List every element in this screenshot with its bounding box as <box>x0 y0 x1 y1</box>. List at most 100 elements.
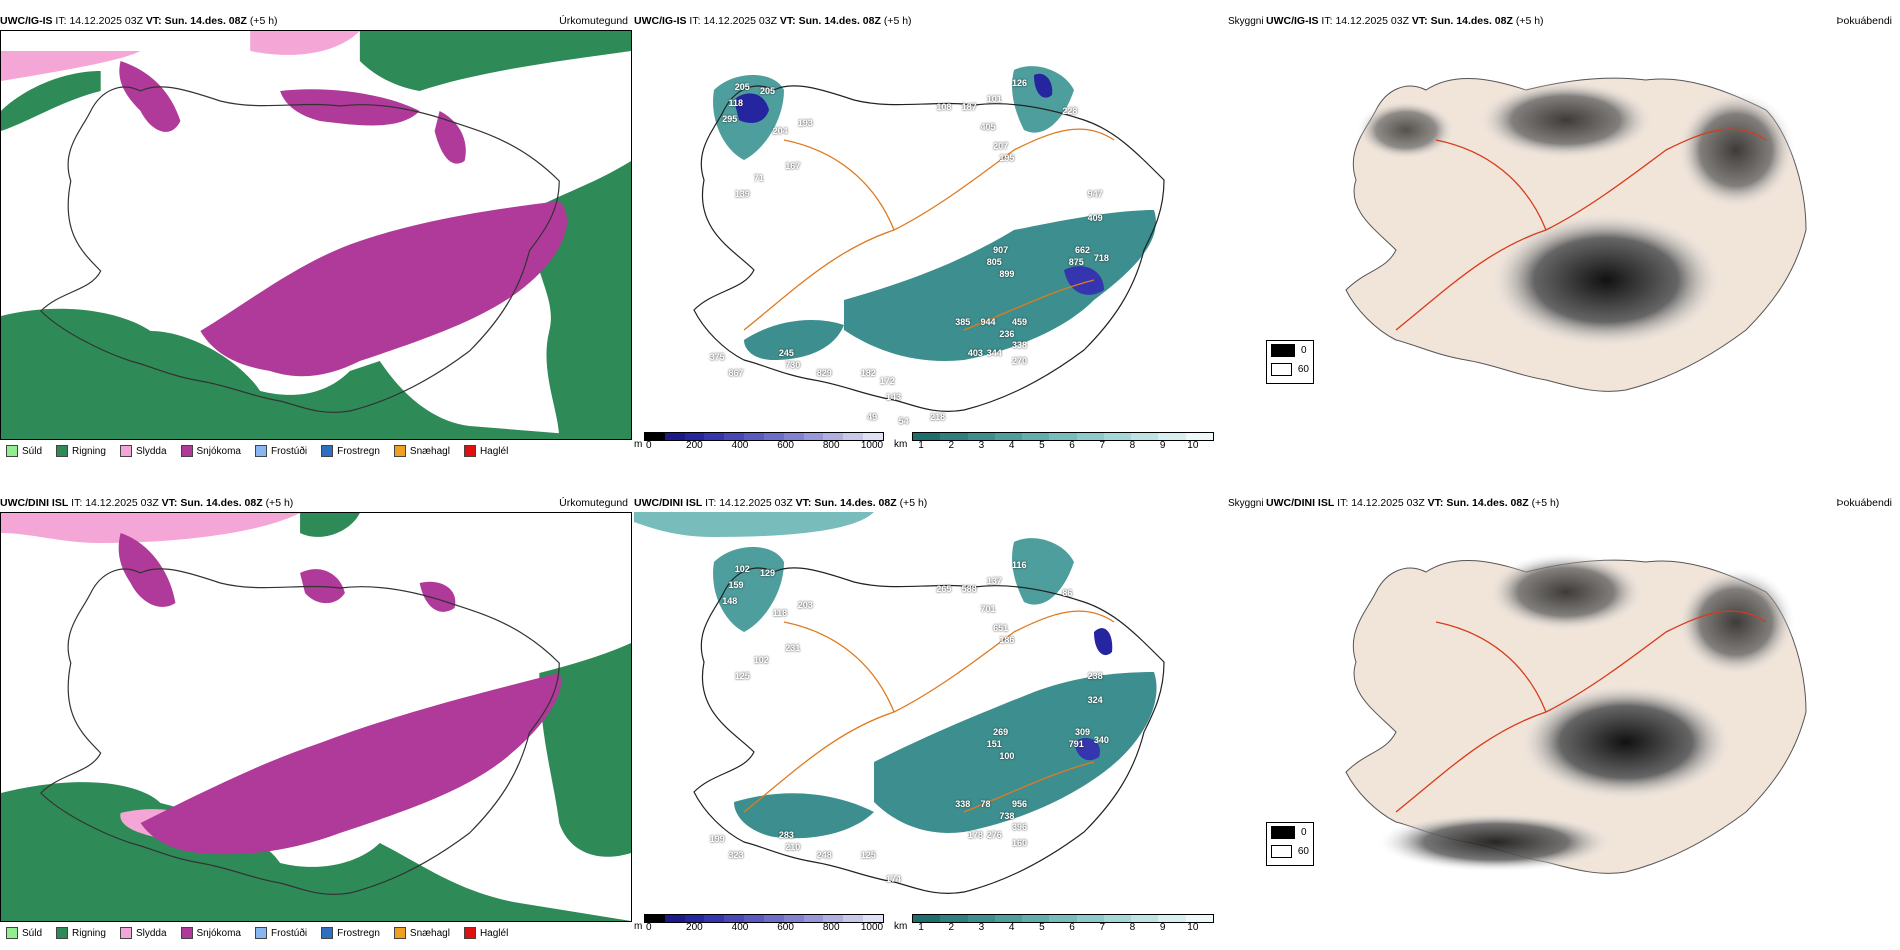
vt-label: VT: <box>779 15 796 27</box>
ceiling-value-label: 137 <box>986 575 1002 586</box>
ceiling-value-label: 174 <box>886 874 902 885</box>
it-label: IT: <box>1321 15 1333 27</box>
precip-map <box>0 30 632 440</box>
legend-item: Frostúði <box>254 445 307 457</box>
snow-patch-ne <box>434 111 466 164</box>
vt-label: VT: <box>1411 15 1428 27</box>
panel-title: UWC/DINI ISL IT: 14.12.2025 03Z VT: Sun.… <box>634 496 1264 510</box>
fog-legend-black-swatch <box>1271 344 1295 357</box>
vt-value: Sun. 14.des. 08Z <box>798 15 881 27</box>
visibility-area <box>844 210 1156 361</box>
ceiling-value-label: 205 <box>760 85 776 96</box>
ceiling-value-label: 54 <box>898 416 909 427</box>
iceland-outline <box>693 85 1165 412</box>
road-network <box>1395 610 1767 813</box>
fog-legend-white-swatch <box>1271 363 1292 376</box>
ceiling-value-label: 129 <box>760 567 776 578</box>
model-name: UWC/DINI ISL <box>0 497 69 509</box>
ceiling-value-label: 143 <box>886 392 902 403</box>
field-title: Þokuábendi <box>1836 497 1892 509</box>
field-title: Úrkomutegund <box>559 15 628 27</box>
ceiling-value-label: 956 <box>1012 798 1028 809</box>
visibility-area-top <box>634 512 874 537</box>
sleet-area-top <box>250 31 360 55</box>
fog-dark-area <box>1376 812 1616 872</box>
legend-item: Snæhagl <box>393 927 450 939</box>
model-name: UWC/IG-IS <box>0 15 53 27</box>
ceiling-value-label: 270 <box>1012 356 1028 367</box>
ceiling-value-label: 199 <box>709 834 725 845</box>
legend-swatch <box>254 927 267 939</box>
visibility-unit: km <box>894 439 908 450</box>
it-value: 14.12.2025 03Z <box>703 15 777 27</box>
ceiling-value-label: 186 <box>999 635 1015 646</box>
it-value: 14.12.2025 03Z <box>1351 497 1425 509</box>
ceiling-value-label: 459 <box>1012 316 1028 327</box>
field-title: Skyggni <box>1228 16 1264 27</box>
snow-patch-nw <box>119 61 181 132</box>
ceiling-value-label: 324 <box>1087 695 1103 706</box>
legend-swatch <box>463 927 476 939</box>
it-value: 14.12.2025 03Z <box>719 497 793 509</box>
legend-item: Slydda <box>119 445 167 457</box>
ceiling-value-label: 125 <box>860 850 876 861</box>
legend-item: Frostregn <box>321 445 380 457</box>
cloud-map <box>634 30 1264 428</box>
vt-label: VT: <box>795 497 812 509</box>
vt-value: Sun. 14.des. 08Z <box>1430 15 1513 27</box>
it-label: IT: <box>689 15 701 27</box>
field-title: Þokuábendi <box>1836 15 1892 27</box>
ceiling-value-label: 167 <box>785 161 801 172</box>
visibility-unit: km <box>894 921 908 932</box>
fog-dark-area <box>1516 682 1736 802</box>
ceiling-value-label: 791 <box>1068 738 1084 749</box>
legend-swatch <box>56 927 69 939</box>
sleet-area-n <box>1 513 301 543</box>
ceiling-value-label: 228 <box>1062 105 1078 116</box>
ceiling-value-labels: 205 118 205 193 204 295 167 71 139 101 126 228 108 18… <box>634 30 1264 428</box>
visibility-colorbar-bar <box>912 432 1214 441</box>
ceiling-value-label: 116 <box>1012 559 1027 570</box>
road-network <box>1395 128 1767 331</box>
it-label: IT: <box>1337 497 1349 509</box>
legend-item: Rigning <box>56 445 106 457</box>
fog-map <box>1266 512 1900 922</box>
fog-panel-row2: UWC/DINI ISL IT: 14.12.2025 03Z VT: Sun.… <box>1266 496 1900 944</box>
ceiling-value-label: 248 <box>816 850 832 861</box>
visibility-colorbar: km 1 2 3 4 5 6 7 8 9 10 <box>894 432 1214 452</box>
ceiling-value-label: 309 <box>1075 726 1091 737</box>
vt-label: VT: <box>145 15 162 27</box>
legend-item: Rigning <box>56 927 106 939</box>
ceiling-value-label: 396 <box>1012 822 1028 833</box>
snow-patch-n2 <box>419 581 456 612</box>
ceiling-value-label: 907 <box>993 244 1009 255</box>
ceiling-value-label: 867 <box>728 368 744 379</box>
field-title: Skyggni <box>1228 498 1264 509</box>
ceiling-value-label: 338 <box>1012 340 1028 351</box>
panel-title: UWC/IG-IS IT: 14.12.2025 03Z VT: Sun. 14… <box>634 14 1264 28</box>
ceiling-value-label: 323 <box>728 850 744 861</box>
snow-area-main <box>200 201 568 377</box>
ceiling-value-label: 829 <box>816 368 832 379</box>
vt-value: Sun. 14.des. 08Z <box>814 497 897 509</box>
ceiling-value-label: 178 <box>967 830 983 841</box>
legend-swatch <box>180 445 193 457</box>
model-name: UWC/DINI ISL <box>1266 497 1335 509</box>
ceiling-colorbar-bar <box>644 914 884 923</box>
road-network <box>743 128 1115 331</box>
ceiling-value-label: 102 <box>734 563 750 574</box>
lead-time: (+5 h) <box>883 15 912 27</box>
iceland-outline <box>40 568 560 895</box>
precip-panel-row1: UWC/IG-IS IT: 14.12.2025 03Z VT: Sun. 14… <box>0 14 632 462</box>
ceiling-unit: m <box>634 439 643 450</box>
field-title: Úrkomutegund <box>559 497 628 509</box>
visibility-colorbar-bar <box>912 914 1214 923</box>
ceiling-value-label: 71 <box>753 173 764 184</box>
ceiling-value-label: 344 <box>986 348 1002 359</box>
it-label: IT: <box>55 15 67 27</box>
precip-legend: Súld Rigning Slydda Snjókoma Frostúði Fr… <box>0 440 632 462</box>
lead-time: (+5 h) <box>899 497 928 509</box>
legend-item: Súld <box>6 927 42 939</box>
ceiling-value-label: 295 <box>722 113 738 124</box>
fog-dark-area <box>1676 567 1796 677</box>
